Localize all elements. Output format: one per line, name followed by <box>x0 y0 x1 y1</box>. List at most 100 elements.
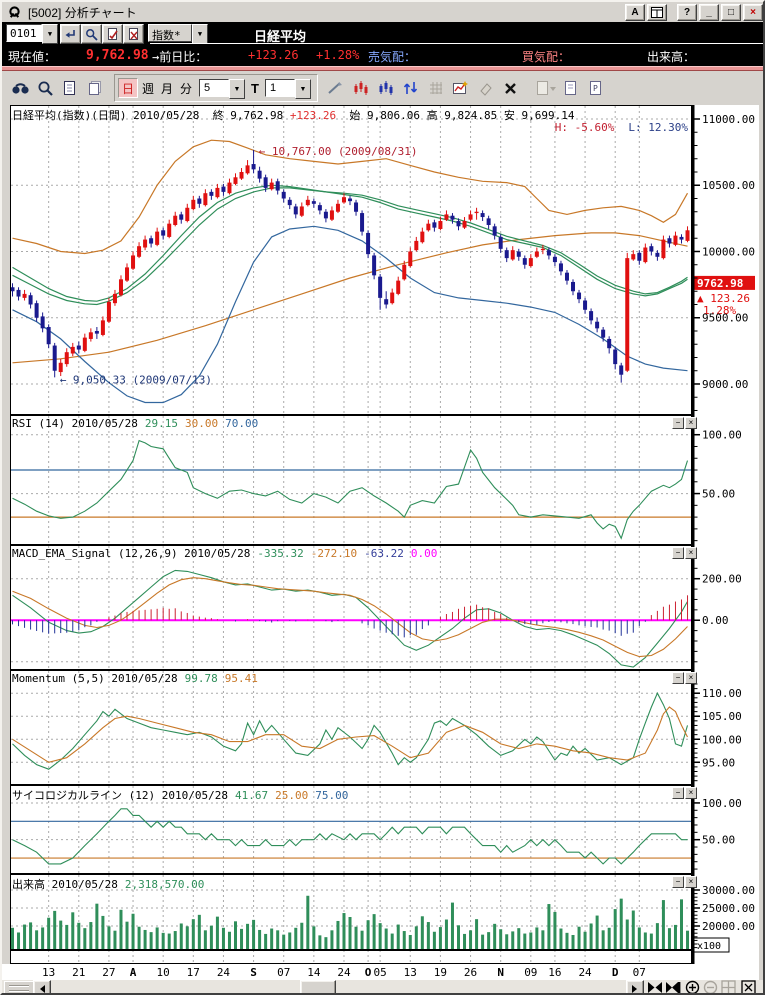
rsi-close-button[interactable]: × <box>685 417 697 429</box>
chart-down-button[interactable] <box>374 76 398 100</box>
page-setup-button[interactable]: P <box>584 76 608 100</box>
macd-axis-label: 200.00 <box>702 573 742 586</box>
volume-caption: 出来高 2010/05/28 2,318,570.00 <box>12 878 205 891</box>
copy-data-button[interactable] <box>83 76 107 100</box>
zoom-search-button[interactable] <box>33 76 57 100</box>
main-axis-label: 11000.00 <box>702 113 755 126</box>
rsi-minimize-button[interactable]: − <box>672 417 684 429</box>
psych-value: 41.67 <box>234 789 269 802</box>
psych-value: 75.00 <box>315 789 349 802</box>
edit-memo-button[interactable] <box>102 24 123 44</box>
grid-view-button-disabled[interactable] <box>720 980 737 993</box>
period-day-button[interactable]: 日 <box>118 78 138 98</box>
ma-slow-orange <box>12 232 688 364</box>
compress-scale-button[interactable] <box>646 980 663 993</box>
bollinger-upper <box>12 139 689 255</box>
period-minute-button[interactable]: 分 <box>179 81 192 96</box>
up-down-arrows-icon <box>404 82 418 94</box>
maximize-button[interactable]: □ <box>721 3 741 21</box>
font-a-button[interactable]: A <box>625 3 645 21</box>
document-cross-icon <box>128 27 138 40</box>
code-input: 0101 <box>6 24 42 42</box>
save-layout-combo-disabled[interactable] <box>534 76 558 100</box>
current-value: 9,762.98 <box>86 48 149 63</box>
period-group: 日 週 月 分 5 ▼ T 1 ▼ <box>114 74 318 102</box>
help-button[interactable]: ? <box>677 3 697 21</box>
minimize-button[interactable]: _ <box>699 3 719 21</box>
rsi-line <box>12 439 689 540</box>
tick-dropdown-icon: ▼ <box>294 79 311 99</box>
grid-button-disabled[interactable] <box>424 76 448 100</box>
momentum-panel[interactable]: 110.00 105.00 100.00 95.00 <box>10 670 742 785</box>
psych-values: 41.67 25.00 75.00 <box>228 789 348 802</box>
momentum-close-button[interactable]: × <box>685 672 697 684</box>
grid-box-icon <box>721 980 736 993</box>
indicator-wizard-button[interactable] <box>449 76 473 100</box>
load-layout-button[interactable] <box>559 76 583 100</box>
close-panel-box-button[interactable] <box>740 980 757 993</box>
layout-windows-button[interactable] <box>647 3 667 21</box>
svg-text:x100: x100 <box>697 941 721 952</box>
psych-panel[interactable]: 100.00 50.00 <box>10 785 742 874</box>
macd-close-button[interactable]: × <box>685 547 697 559</box>
main-axis-label: 9000.00 <box>702 378 748 391</box>
window-title: [5002] 分析チャート <box>28 5 137 20</box>
clear-memo-button[interactable] <box>123 24 144 44</box>
horizontal-scrollbar[interactable] <box>2 980 763 993</box>
blue-bars-icon <box>379 81 393 95</box>
volume-axis-label: 30000.00 <box>702 884 755 897</box>
watch-button[interactable] <box>8 76 32 100</box>
enter-button[interactable] <box>60 24 81 44</box>
sort-updown-button[interactable] <box>399 76 423 100</box>
ma-period-combo[interactable]: 5 ▼ <box>199 79 245 99</box>
volume-panel[interactable]: x100 30000.00 25000.00 20000.00 <box>10 874 755 964</box>
psych-minimize-button[interactable]: − <box>672 787 684 799</box>
category-combo[interactable]: 指数* ▼ <box>148 24 208 44</box>
grid-icon <box>429 82 442 94</box>
momentum-caption: Momentum (5,5) 2010/05/28 99.78 95.41 <box>12 672 258 685</box>
delete-all-button[interactable] <box>499 76 523 100</box>
svg-text:← 10,767.00 (2009/08/31): ← 10,767.00 (2009/08/31) <box>259 145 418 158</box>
volume-close-button[interactable]: × <box>685 876 697 888</box>
rsi-axis-label: 100.00 <box>702 429 742 442</box>
close-box-icon <box>741 980 756 993</box>
chart-area[interactable]: ← 10,767.00 (2009/08/31) ← 9,050.33 (2009… <box>2 105 765 980</box>
psych-caption: サイコロジカルライン (12) 2010/05/28 41.67 25.00 75.0… <box>12 789 349 802</box>
code-combo[interactable]: 0101 ▼ <box>6 24 58 44</box>
macd-value: -272.10 <box>310 547 358 560</box>
macd-panel[interactable]: 200.00 0.00 <box>10 545 742 670</box>
volume-minimize-button[interactable]: − <box>672 876 684 888</box>
period-month-button[interactable]: 月 <box>160 81 173 96</box>
momentum-minimize-button[interactable]: − <box>672 672 684 684</box>
search-button[interactable] <box>81 24 102 44</box>
zoom-out-button-disabled[interactable] <box>702 980 719 993</box>
scroll-right-button[interactable] <box>626 980 644 993</box>
scrollbar-thumb[interactable] <box>300 980 336 993</box>
trendline-button[interactable] <box>324 76 348 100</box>
period-week-button[interactable]: 週 <box>141 81 154 96</box>
main-panel[interactable]: ← 10,767.00 (2009/08/31) ← 9,050.33 (2009… <box>10 105 756 415</box>
chart-up-button[interactable] <box>349 76 373 100</box>
zoom-in-button[interactable] <box>684 980 701 993</box>
close-button[interactable]: × <box>743 3 763 21</box>
momentum-values: 99.78 95.41 <box>178 672 258 685</box>
momentum-axis-label: 95.00 <box>702 756 735 769</box>
chart-canvas[interactable]: ← 10,767.00 (2009/08/31) ← 9,050.33 (2009… <box>2 105 765 980</box>
main-axis-label: 10500.00 <box>702 179 755 192</box>
copy-chart-button[interactable] <box>58 76 82 100</box>
tick-period-combo[interactable]: 1 ▼ <box>264 79 311 99</box>
rsi-values: 29.15 30.00 70.00 <box>138 417 258 430</box>
rsi-panel[interactable]: 100.00 50.00 <box>10 415 742 545</box>
eraser-button-disabled[interactable] <box>474 76 498 100</box>
scroll-left-button[interactable] <box>33 980 51 993</box>
macd-minimize-button[interactable]: − <box>672 547 684 559</box>
splitter-grip[interactable] <box>4 981 34 993</box>
right-arrow-icon <box>632 984 641 993</box>
volume-values: 2,318,570.00 <box>118 878 204 891</box>
svg-text:▲ 123.26: ▲ 123.26 <box>697 292 750 305</box>
title-bar[interactable]: [5002] 分析チャート A ? _ □ × <box>2 2 763 22</box>
compress-icon <box>647 982 662 993</box>
jump-to-latest-button[interactable] <box>664 980 681 993</box>
x-axis-label: 05 <box>374 966 387 979</box>
psych-close-button[interactable]: × <box>685 787 697 799</box>
